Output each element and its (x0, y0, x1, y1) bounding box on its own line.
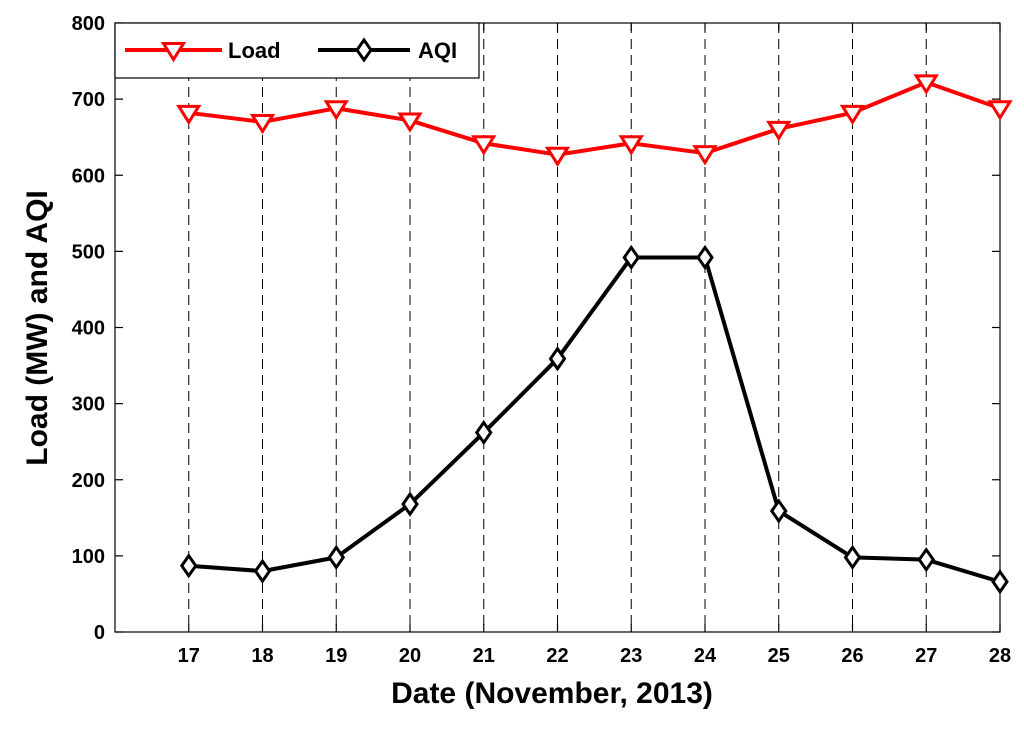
data-point-load (913, 74, 939, 95)
data-point-aqi (474, 419, 493, 446)
x-tick-label: 18 (251, 645, 273, 667)
x-tick-label: 17 (178, 645, 200, 667)
data-point-load (544, 146, 571, 168)
x-tick-label: 22 (546, 645, 568, 667)
y-tick-label: 600 (72, 165, 105, 187)
data-point-aqi (548, 346, 567, 372)
data-point-aqi (179, 553, 198, 579)
axes: 0 100 200 300 400 500 600 700 800 17 18 19 20 21 22 23 2… (72, 13, 1012, 667)
legend-marker-aqi (355, 37, 373, 63)
series-layer (176, 74, 1013, 595)
data-point-load (618, 135, 644, 156)
x-tick-label: 24 (694, 645, 717, 667)
data-point-load (766, 120, 792, 142)
x-tick-label: 23 (620, 645, 642, 667)
data-point-aqi (843, 544, 862, 571)
data-point-aqi (769, 498, 788, 524)
legend-marker-load (160, 42, 187, 63)
data-point-load (323, 100, 349, 121)
data-point-load (397, 112, 423, 133)
data-point-load (987, 100, 1013, 121)
x-tick-label: 21 (473, 645, 495, 667)
legend-label-aqi: AQI (418, 38, 457, 63)
y-tick-label: 200 (72, 470, 105, 492)
y-tick-label: 700 (72, 89, 105, 111)
y-tick-label: 800 (72, 13, 105, 35)
data-point-aqi (401, 491, 419, 517)
x-tick-label: 20 (399, 645, 421, 667)
data-point-aqi (622, 244, 641, 271)
data-point-load (839, 104, 866, 126)
data-point-load (249, 113, 276, 135)
y-tick-label: 300 (72, 394, 105, 416)
x-tick-label: 25 (768, 645, 790, 667)
y-tick-label: 0 (94, 622, 105, 644)
data-point-aqi (327, 544, 346, 571)
data-point-aqi (253, 558, 272, 584)
x-tick-label: 19 (325, 645, 347, 667)
y-axis-label: Load (MW) and AQI (21, 190, 54, 466)
data-point-aqi (917, 547, 936, 573)
x-tick-label: 28 (989, 645, 1011, 667)
data-point-load (176, 104, 202, 126)
legend: Load AQI (114, 22, 480, 79)
x-axis-label: Date (November, 2013) (391, 677, 713, 710)
x-tick-label: 27 (915, 645, 937, 667)
legend-label-load: Load (228, 38, 281, 63)
x-tick-label: 26 (841, 645, 863, 667)
data-point-load (471, 135, 497, 156)
data-point-aqi (696, 244, 714, 271)
y-tick-label: 400 (72, 318, 105, 340)
y-tick-label: 100 (72, 546, 105, 568)
y-tick-label: 500 (72, 241, 105, 263)
series-line-aqi (188, 255, 1001, 584)
series-line-load (188, 80, 1001, 157)
data-point-aqi (991, 569, 1009, 595)
data-point-load (692, 145, 718, 166)
